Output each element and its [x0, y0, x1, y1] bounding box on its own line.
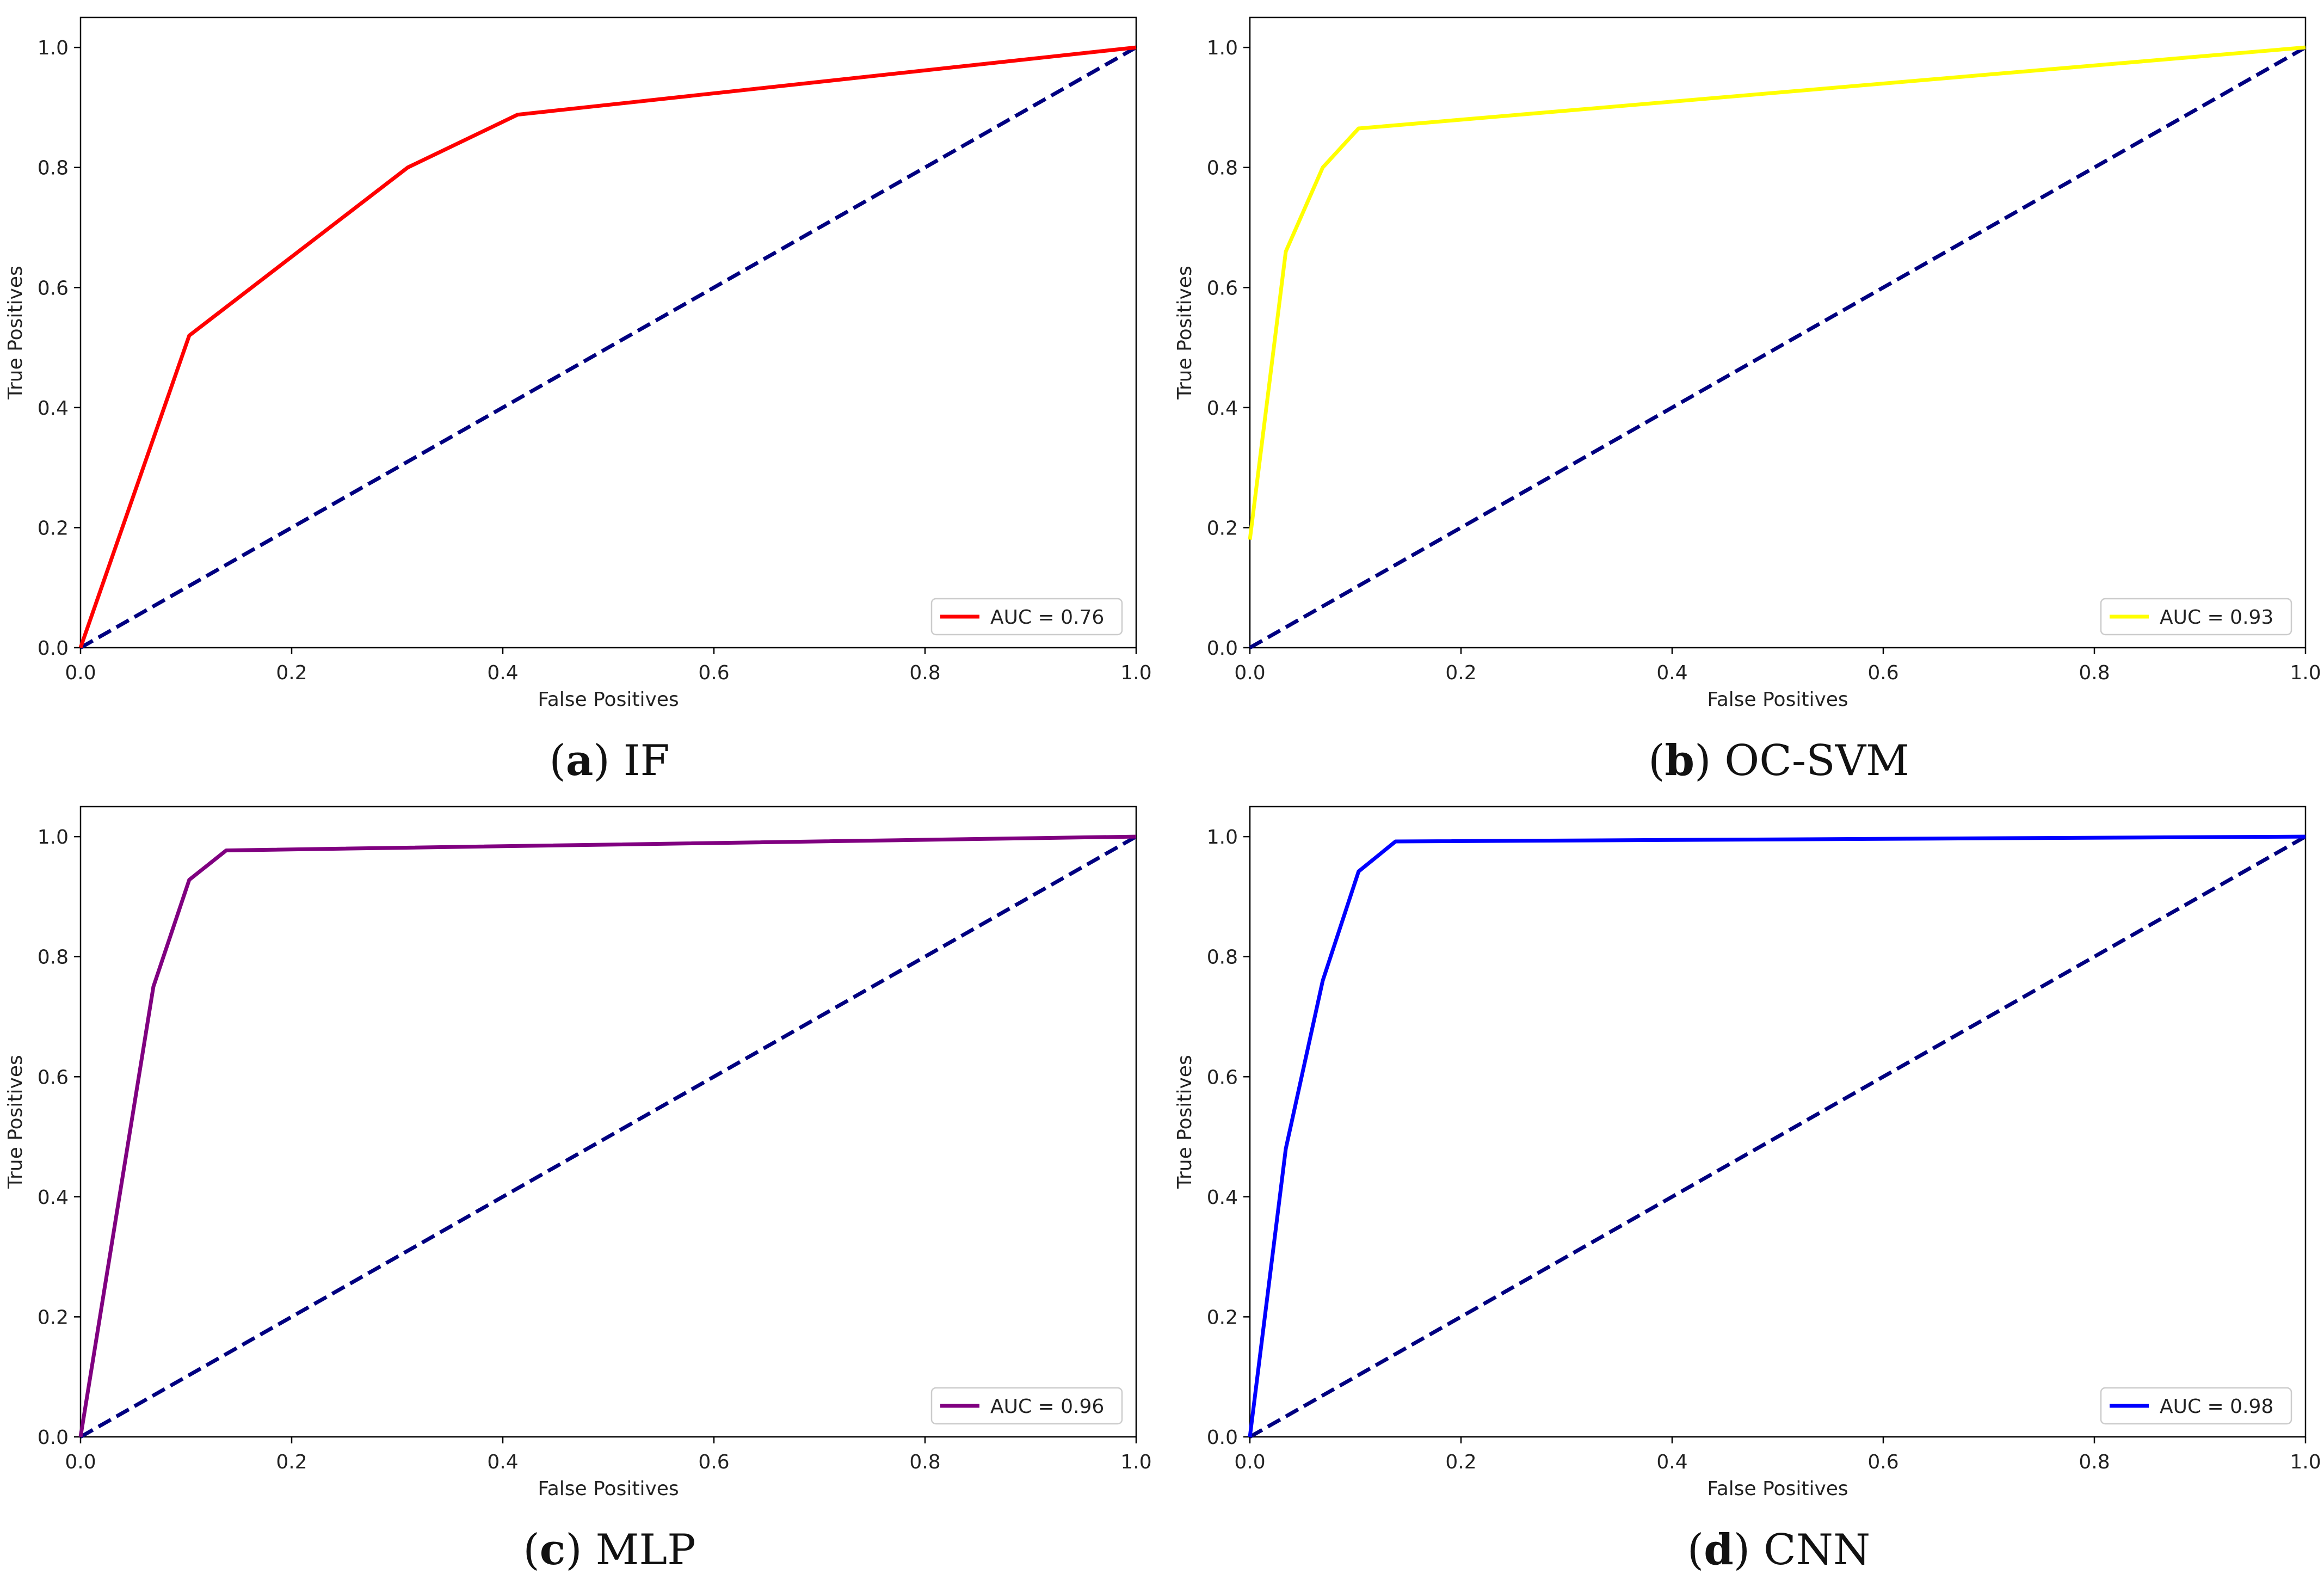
y-tick-label: 0.8: [1207, 946, 1238, 969]
y-tick-label: 0.2: [38, 1306, 69, 1329]
x-tick-label: 0.4: [1656, 662, 1687, 684]
caption-d: (d) CNN: [1687, 1525, 1871, 1575]
y-tick-label: 0.0: [38, 1427, 69, 1449]
chance-diagonal-line: [1249, 835, 2307, 1439]
legend: AUC = 0.76: [930, 598, 1123, 636]
plot-area: [79, 16, 1137, 649]
legend: AUC = 0.93: [2100, 598, 2292, 636]
legend-box: [2100, 598, 2292, 636]
y-tick-label: 0.0: [1207, 1427, 1238, 1449]
plot-area: [1249, 806, 2307, 1438]
caption-c-letter: c: [539, 1525, 566, 1575]
y-tick-label: 0.6: [1207, 1066, 1238, 1089]
chart-panel-a: 0.0 0.2 0.4 0.6 0.8 1.0 0.0 0.2 0.4 0.6 0.8 1.0 Fals…: [4, 16, 1152, 711]
x-tick-label: 0.2: [276, 1451, 307, 1473]
legend-box: [2100, 1387, 2292, 1425]
x-tick-label: 0.2: [1445, 662, 1476, 684]
x-tick-label: 0.8: [2079, 1451, 2110, 1473]
y-tick-label: 0.2: [1207, 517, 1238, 539]
roc-curve-line: [1248, 45, 2306, 540]
y-tick-label: 0.2: [38, 517, 69, 539]
x-axis-label: False Positives: [1707, 689, 1848, 711]
x-tick-label: 0.0: [1234, 1451, 1265, 1473]
caption-c-name: MLP: [595, 1526, 696, 1575]
y-tick-label: 0.4: [1207, 1187, 1238, 1209]
x-tick-label: 0.4: [487, 662, 518, 684]
x-tick-label: 1.0: [2290, 662, 2321, 684]
chance-diagonal-line: [1249, 46, 2307, 650]
y-tick-label: 0.2: [1207, 1306, 1238, 1329]
caption-c: (c) MLP: [523, 1525, 696, 1575]
y-tick-label: 0.4: [38, 1187, 69, 1209]
caption-a-letter: a: [565, 736, 594, 785]
legend: AUC = 0.96: [930, 1387, 1123, 1425]
legend-box: [930, 598, 1123, 636]
plot-area: [79, 806, 1137, 1438]
chance-diagonal-line: [79, 835, 1137, 1439]
y-axis-label: True Positives: [1174, 1055, 1196, 1189]
plot-area: [1249, 16, 2307, 649]
x-tick-label: 0.8: [909, 1451, 940, 1473]
x-tick-label: 0.8: [2079, 662, 2110, 684]
y-tick-label: 0.0: [38, 637, 69, 660]
y-tick-label: 0.8: [1207, 157, 1238, 180]
x-tick-label: 0.2: [1445, 1451, 1476, 1473]
caption-a: (a) IF: [549, 736, 670, 785]
x-tick-label: 0.4: [1656, 1451, 1687, 1473]
x-tick-label: 0.8: [909, 662, 940, 684]
y-tick-label: 0.8: [38, 157, 69, 180]
chart-panel-b: 0.0 0.2 0.4 0.6 0.8 1.0 0.0 0.2 0.4 0.6 0.8 1.0 Fals…: [1174, 16, 2321, 711]
y-tick-label: 1.0: [1207, 826, 1238, 849]
caption-d-name: CNN: [1764, 1526, 1871, 1575]
y-axis-label: True Positives: [4, 266, 27, 399]
x-tick-label: 0.4: [487, 1451, 518, 1473]
y-tick-label: 1.0: [38, 826, 69, 849]
y-tick-label: 0.6: [1207, 277, 1238, 299]
caption-b-letter: b: [1665, 736, 1695, 785]
legend-label: AUC = 0.93: [2160, 606, 2273, 629]
chart-panel-d: 0.0 0.2 0.4 0.6 0.8 1.0 0.0 0.2 0.4 0.6 0.8 1.0 Fals…: [1174, 806, 2321, 1500]
x-tick-label: 0.0: [65, 662, 96, 684]
roc-curve-line: [78, 834, 1137, 1437]
y-tick-label: 0.6: [38, 1066, 69, 1089]
x-tick-label: 0.6: [1867, 662, 1898, 684]
x-tick-label: 0.6: [698, 1451, 729, 1473]
y-tick-label: 0.6: [38, 277, 69, 299]
x-axis-label: False Positives: [538, 689, 679, 711]
roc-curve-line: [1248, 834, 2306, 1437]
x-axis-label: False Positives: [538, 1478, 679, 1500]
x-axis-label: False Positives: [1707, 1478, 1848, 1500]
x-tick-label: 1.0: [1120, 1451, 1151, 1473]
x-tick-label: 1.0: [2290, 1451, 2321, 1473]
x-tick-label: 0.6: [1867, 1451, 1898, 1473]
chart-panel-c: 0.0 0.2 0.4 0.6 0.8 1.0 0.0 0.2 0.4 0.6 0.8 1.0 Fals…: [4, 806, 1152, 1500]
x-tick-label: 0.0: [65, 1451, 96, 1473]
x-tick-label: 0.0: [1234, 662, 1265, 684]
legend-box: [930, 1387, 1123, 1425]
y-tick-label: 0.8: [38, 946, 69, 969]
y-tick-label: 1.0: [38, 37, 69, 59]
y-tick-label: 0.4: [1207, 397, 1238, 420]
y-tick-label: 0.0: [1207, 637, 1238, 660]
x-tick-label: 1.0: [1120, 662, 1151, 684]
legend: AUC = 0.98: [2100, 1387, 2292, 1425]
legend-label: AUC = 0.76: [990, 606, 1104, 629]
y-tick-label: 1.0: [1207, 37, 1238, 59]
x-tick-label: 0.6: [698, 662, 729, 684]
y-axis-label: True Positives: [1174, 266, 1196, 399]
y-axis-label: True Positives: [4, 1055, 27, 1189]
legend-label: AUC = 0.96: [990, 1396, 1104, 1418]
x-tick-label: 0.2: [276, 662, 307, 684]
caption-b-name: OC-SVM: [1724, 736, 1909, 785]
chance-diagonal-line: [79, 46, 1137, 650]
caption-a-name: IF: [623, 736, 670, 785]
y-tick-label: 0.4: [38, 397, 69, 420]
roc-curve-line: [78, 45, 1137, 649]
legend-label: AUC = 0.98: [2160, 1396, 2273, 1418]
caption-b: (b) OC-SVM: [1648, 736, 1909, 785]
caption-d-letter: d: [1704, 1525, 1734, 1575]
